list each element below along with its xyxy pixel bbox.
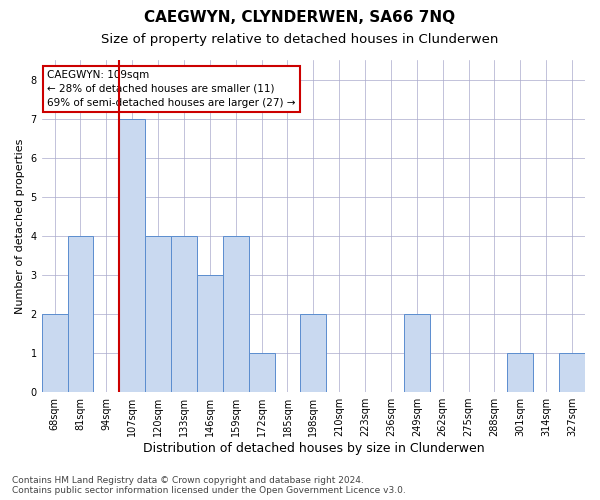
Bar <box>41 314 68 392</box>
Bar <box>223 236 248 392</box>
Bar <box>248 353 275 392</box>
Text: CAEGWYN, CLYNDERWEN, SA66 7NQ: CAEGWYN, CLYNDERWEN, SA66 7NQ <box>145 10 455 25</box>
Bar <box>145 236 171 392</box>
X-axis label: Distribution of detached houses by size in Clunderwen: Distribution of detached houses by size … <box>143 442 484 455</box>
Y-axis label: Number of detached properties: Number of detached properties <box>15 138 25 314</box>
Bar <box>119 118 145 392</box>
Text: CAEGWYN: 109sqm
← 28% of detached houses are smaller (11)
69% of semi-detached h: CAEGWYN: 109sqm ← 28% of detached houses… <box>47 70 296 108</box>
Bar <box>404 314 430 392</box>
Text: Contains HM Land Registry data © Crown copyright and database right 2024.
Contai: Contains HM Land Registry data © Crown c… <box>12 476 406 495</box>
Bar <box>559 353 585 392</box>
Bar <box>301 314 326 392</box>
Bar <box>171 236 197 392</box>
Bar <box>68 236 94 392</box>
Bar <box>508 353 533 392</box>
Bar <box>197 275 223 392</box>
Text: Size of property relative to detached houses in Clunderwen: Size of property relative to detached ho… <box>101 32 499 46</box>
